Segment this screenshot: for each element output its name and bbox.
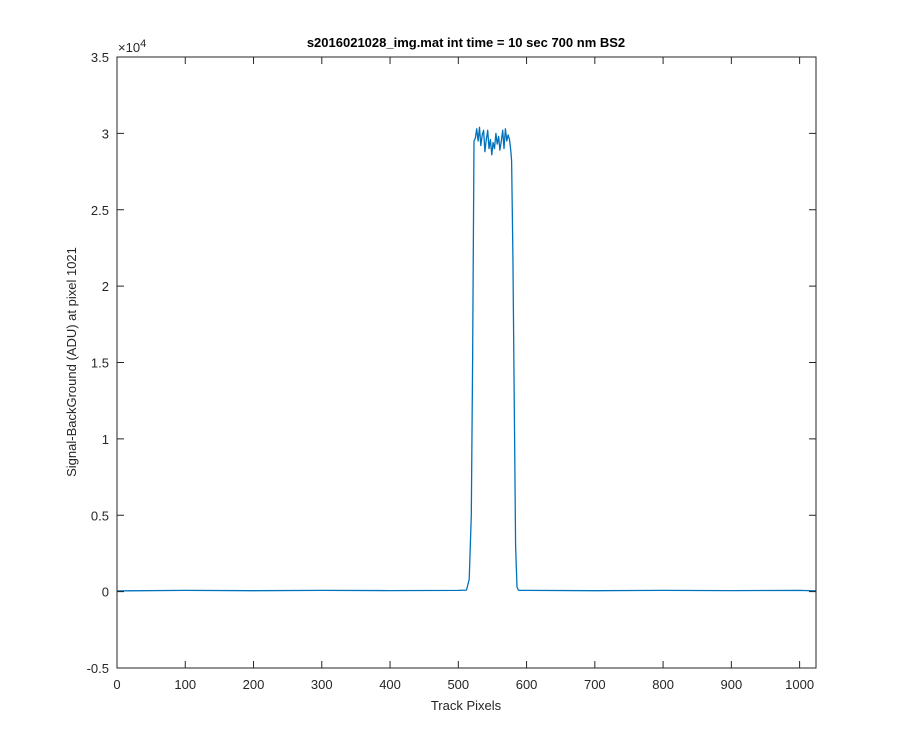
x-tick-label: 400 <box>379 677 401 692</box>
x-tick-label: 500 <box>447 677 469 692</box>
series-line-0 <box>116 126 817 592</box>
y-tick-label: -0.5 <box>87 661 109 676</box>
x-axis-label: Track Pixels <box>431 698 502 713</box>
x-tick-label: 900 <box>721 677 743 692</box>
y-tick-label: 2.5 <box>91 203 109 218</box>
x-tick-label: 700 <box>584 677 606 692</box>
y-tick-label: 3 <box>102 126 109 141</box>
y-tick-label: 1.5 <box>91 356 109 371</box>
y-tick-label: 0 <box>102 585 109 600</box>
plot-area <box>117 57 816 668</box>
x-tick-label: 1000 <box>785 677 814 692</box>
y-multiplier-base: ×10 <box>118 40 140 55</box>
y-tick-label: 0.5 <box>91 508 109 523</box>
x-tick-label: 300 <box>311 677 333 692</box>
y-tick-label: 2 <box>102 279 109 294</box>
x-tick-label: 600 <box>516 677 538 692</box>
x-tick-label: 800 <box>652 677 674 692</box>
x-tick-label: 100 <box>174 677 196 692</box>
x-tick-label: 0 <box>113 677 120 692</box>
y-axis-multiplier: ×104 <box>118 38 146 55</box>
chart-title: s2016021028_img.mat int time = 10 sec 70… <box>307 35 625 50</box>
y-multiplier-exponent: 4 <box>140 38 146 50</box>
y-tick-label: 3.5 <box>91 50 109 65</box>
x-tick-label: 200 <box>243 677 265 692</box>
y-tick-label: 1 <box>102 432 109 447</box>
y-axis-label: Signal-BackGround (ADU) at pixel 1021 <box>64 247 79 477</box>
